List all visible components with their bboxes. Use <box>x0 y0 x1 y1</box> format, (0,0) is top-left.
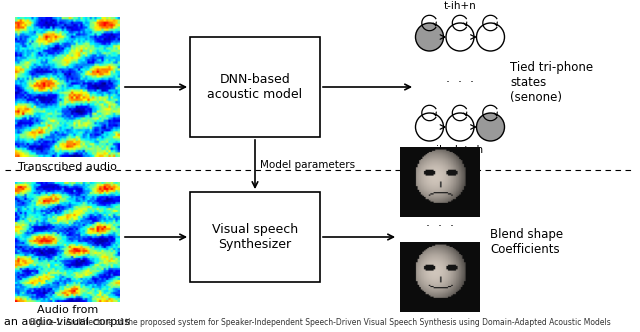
Circle shape <box>446 113 474 141</box>
Text: Blend shape
Coefficients: Blend shape Coefficients <box>490 228 563 256</box>
Bar <box>190 192 320 282</box>
Bar <box>190 37 320 137</box>
Text: Visual speech
Synthesizer: Visual speech Synthesizer <box>212 223 298 251</box>
Text: Figure 1: Architecture of the proposed system for Speaker-Independent Speech-Dri: Figure 1: Architecture of the proposed s… <box>29 318 611 327</box>
Text: ih-zh+ah: ih-zh+ah <box>436 145 484 155</box>
Circle shape <box>415 113 444 141</box>
Text: Tied tri-phone
states
(senone): Tied tri-phone states (senone) <box>510 60 593 104</box>
Circle shape <box>477 23 504 51</box>
Circle shape <box>446 23 474 51</box>
Text: t-ih+n: t-ih+n <box>444 1 476 11</box>
Text: Model parameters: Model parameters <box>260 159 355 170</box>
Text: ·  ·  ·: · · · <box>426 220 454 233</box>
Text: DNN-based
acoustic model: DNN-based acoustic model <box>207 73 303 101</box>
Circle shape <box>477 113 504 141</box>
Text: Transcribed audio: Transcribed audio <box>18 162 117 172</box>
Text: Audio from
an audio-visual corpus: Audio from an audio-visual corpus <box>4 305 131 327</box>
Circle shape <box>415 23 444 51</box>
Text: ·  ·  ·: · · · <box>446 75 474 89</box>
